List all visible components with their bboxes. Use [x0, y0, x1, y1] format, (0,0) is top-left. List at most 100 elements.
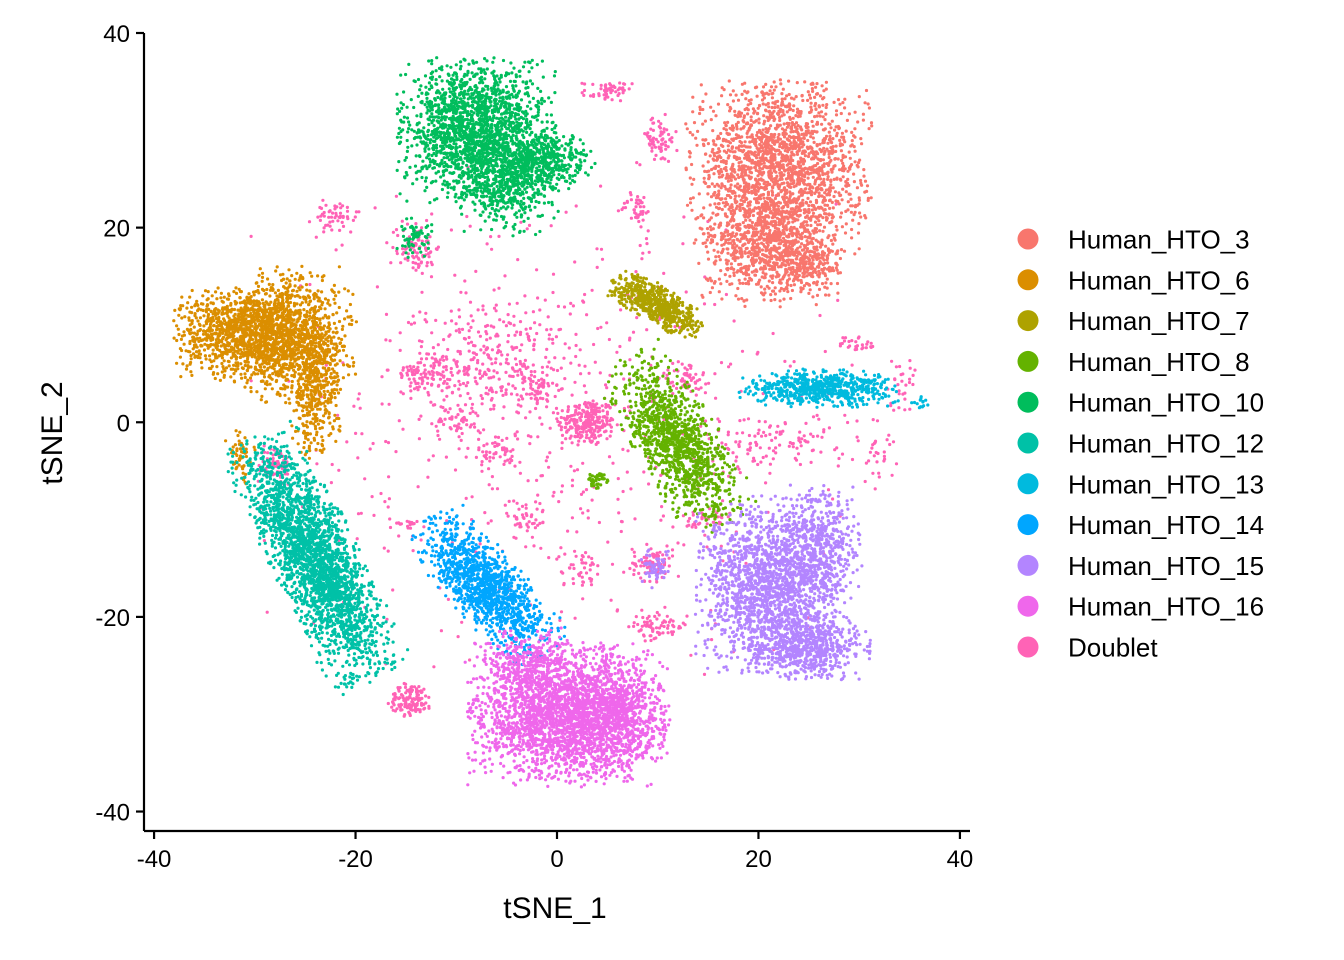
data-point — [825, 162, 829, 166]
data-point — [869, 345, 873, 349]
data-point — [641, 251, 645, 255]
data-point — [314, 235, 318, 239]
data-point — [700, 293, 704, 297]
data-point — [768, 471, 772, 475]
data-point — [480, 469, 484, 473]
data-point — [717, 202, 721, 206]
data-point — [388, 517, 392, 521]
data-point — [718, 149, 722, 153]
data-point — [559, 428, 563, 432]
data-point — [398, 331, 402, 335]
data-point — [696, 129, 700, 133]
data-point — [582, 384, 587, 388]
data-point — [468, 411, 472, 415]
data-point — [550, 337, 555, 341]
data-point — [790, 288, 795, 293]
data-point — [660, 138, 664, 142]
data-point — [761, 202, 765, 206]
data-point — [530, 513, 534, 517]
data-point — [726, 430, 731, 434]
data-point — [716, 417, 720, 421]
data-point — [794, 95, 798, 99]
data-point — [720, 249, 725, 253]
data-point — [604, 86, 608, 90]
data-point — [427, 706, 431, 710]
data-point — [739, 127, 743, 131]
data-point — [804, 421, 808, 425]
data-point — [403, 685, 408, 690]
data-point — [688, 201, 693, 205]
data-point — [523, 358, 528, 362]
data-point — [780, 222, 784, 226]
data-point — [536, 296, 540, 300]
data-point — [470, 495, 474, 499]
data-point — [555, 557, 559, 561]
data-point — [538, 416, 542, 420]
data-point — [554, 406, 559, 410]
data-point — [658, 632, 662, 636]
data-point — [822, 181, 826, 185]
data-point — [519, 525, 523, 529]
data-point — [792, 104, 796, 108]
data-point — [639, 564, 643, 568]
data-point — [810, 449, 814, 453]
data-point — [726, 433, 730, 437]
data-point — [706, 142, 711, 146]
data-point — [713, 302, 717, 307]
data-point — [897, 389, 901, 393]
data-point — [823, 198, 828, 202]
data-point — [457, 369, 461, 373]
data-point — [577, 403, 582, 407]
data-point — [427, 255, 431, 259]
data-point — [814, 187, 818, 191]
data-point — [706, 192, 710, 196]
data-point — [803, 80, 807, 84]
data-point — [541, 370, 545, 375]
data-point — [745, 91, 749, 95]
data-point — [700, 517, 704, 521]
data-point — [609, 83, 613, 87]
data-point — [607, 455, 612, 459]
data-point — [712, 166, 716, 170]
data-point — [528, 442, 532, 446]
data-point — [737, 278, 741, 282]
data-point — [391, 588, 395, 592]
data-point — [411, 373, 415, 377]
data-point — [787, 211, 791, 215]
data-point — [710, 638, 714, 642]
data-point — [724, 200, 728, 204]
data-point — [428, 251, 432, 255]
data-point — [783, 359, 787, 363]
data-point — [564, 425, 568, 429]
data-point — [694, 372, 698, 376]
data-point — [498, 455, 502, 459]
data-point — [670, 548, 675, 552]
data-point — [743, 168, 748, 172]
data-point — [742, 207, 747, 211]
data-point — [566, 409, 570, 414]
data-point — [515, 501, 519, 505]
data-point — [575, 530, 579, 534]
data-point — [685, 127, 689, 131]
data-point — [706, 231, 710, 235]
data-point — [420, 690, 424, 694]
data-point — [585, 411, 589, 416]
data-point — [808, 145, 812, 149]
data-point — [571, 304, 576, 308]
data-point — [720, 235, 724, 239]
data-point — [809, 223, 813, 228]
data-point — [797, 436, 801, 440]
data-point — [499, 385, 503, 389]
data-point — [683, 623, 687, 627]
data-point — [671, 619, 675, 623]
data-point — [840, 131, 845, 135]
data-point — [409, 389, 413, 393]
data-point — [753, 165, 757, 170]
data-point — [401, 252, 405, 256]
data-point — [789, 130, 793, 134]
data-point — [457, 387, 461, 391]
data-point — [574, 332, 578, 336]
data-point — [444, 355, 448, 359]
data-point — [709, 228, 713, 232]
data-point — [725, 230, 730, 234]
